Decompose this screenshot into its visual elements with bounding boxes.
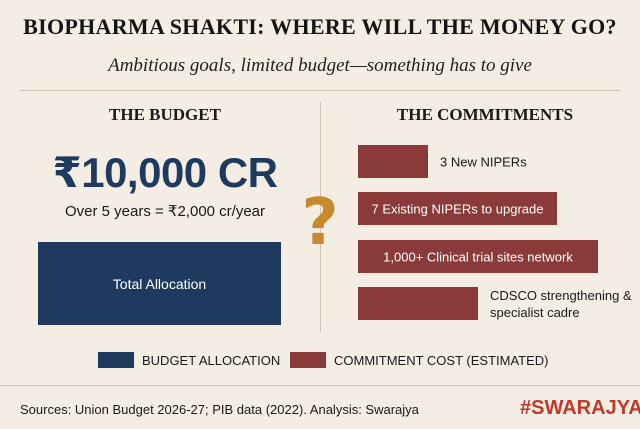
commitments-heading: THE COMMITMENTS: [396, 105, 574, 124]
commitment-bar-3: [358, 240, 598, 273]
budget-amount: ₹10,000 CR: [52, 149, 278, 196]
legend-budget-swatch: [98, 352, 134, 368]
footer-divider: [0, 385, 640, 386]
legend-commitment-swatch: [290, 352, 326, 368]
commitment-label-3: 1,000+ Clinical trial sites network: [383, 250, 573, 265]
commitment-bar-4: [358, 287, 478, 320]
budget-heading: THE BUDGET: [109, 105, 221, 124]
commitment-label-1: 3 New NIPERs: [440, 155, 527, 170]
legend-budget-label: BUDGET ALLOCATION: [142, 352, 281, 368]
question-mark: ?: [301, 186, 339, 260]
commitment-label-4: CDSCO strengthening & specialist cadre: [490, 288, 632, 320]
legend-budget: BUDGET ALLOCATION: [98, 352, 280, 368]
budget-per-year: Over 5 years = ₹2,000 cr/year: [64, 203, 266, 220]
commitment-label-2: 7 Existing NIPERs to upgrade: [372, 202, 544, 217]
title-divider: [20, 90, 620, 91]
chart-title: BIOPHARMA SHAKTI: WHERE WILL THE MONEY G…: [23, 14, 617, 39]
commitment-bar-2: [358, 192, 557, 225]
brand-tag: #SWARAJYA: [520, 397, 640, 419]
chart-subtitle: Ambitious goals, limited budget—somethin…: [108, 55, 532, 76]
total-allocation-bar: Total Allocation: [38, 242, 281, 325]
legend-commitment-label: COMMITMENT COST (ESTIMATED): [334, 352, 549, 368]
commitment-bar-1: [358, 145, 428, 178]
legend-commitment: COMMITMENT COST (ESTIMATED): [290, 352, 549, 368]
sources-note: Sources: Union Budget 2026-27; PIB data …: [20, 402, 419, 417]
total-allocation-label: Total Allocation: [112, 275, 207, 292]
column-divider: [320, 102, 321, 332]
